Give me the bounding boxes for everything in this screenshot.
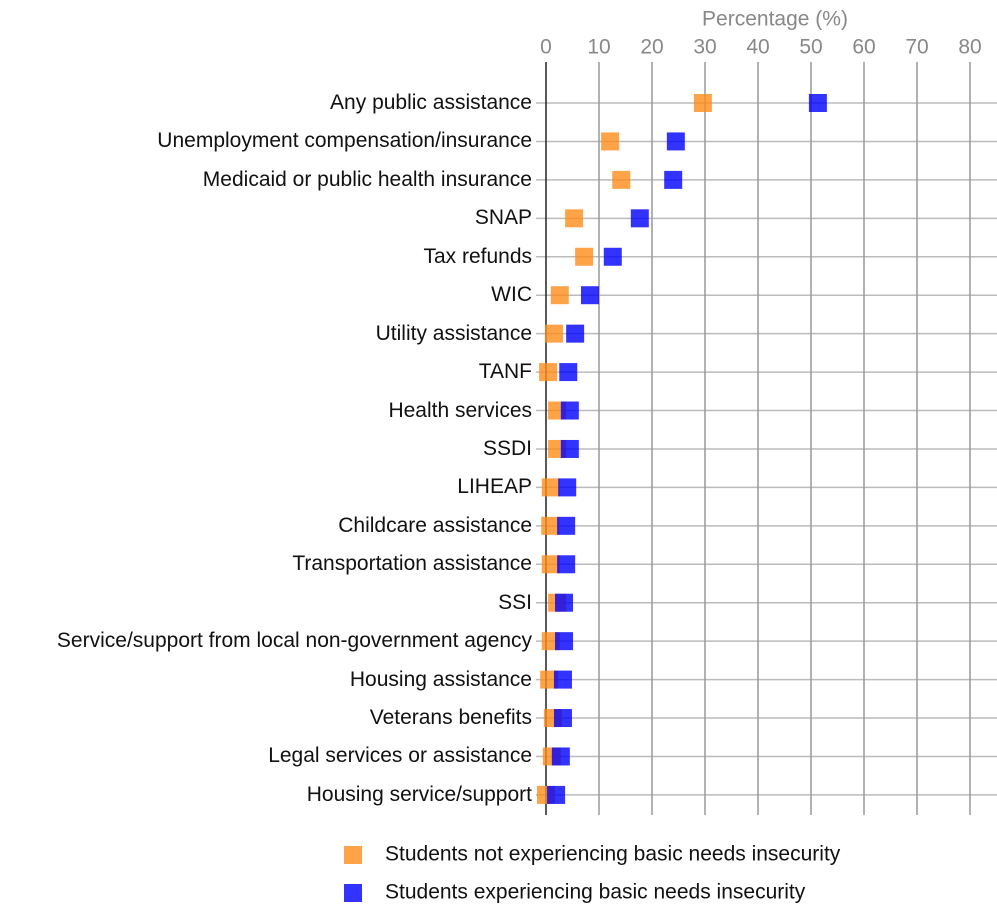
category-label-text: Transportation assistance <box>292 552 532 576</box>
dot <box>808 94 827 112</box>
category-label: SSI <box>0 584 532 622</box>
legend-label: Students experiencing basic needs insecu… <box>385 881 806 904</box>
legend-swatch <box>344 846 362 864</box>
dot <box>693 94 712 112</box>
category-label: Housing service/support <box>0 776 532 814</box>
x-tick-label: 10 <box>587 36 610 59</box>
category-label-text: WIC <box>491 283 532 307</box>
dot <box>560 439 579 458</box>
x-tick-label: 80 <box>958 36 981 59</box>
dot <box>601 132 620 151</box>
category-label-text: TANF <box>478 360 532 384</box>
dot <box>603 247 622 266</box>
category-label-text: Legal services or assistance <box>268 744 532 768</box>
category-label-text: Any public assistance <box>330 91 532 114</box>
category-label: Health services <box>0 392 532 430</box>
category-label-text: Childcare assistance <box>338 513 532 537</box>
category-label: TANF <box>0 353 532 391</box>
x-tick-label: 70 <box>905 36 928 59</box>
category-label: Service/support from local non-governmen… <box>0 622 532 660</box>
dot <box>565 209 584 228</box>
dot <box>630 209 649 228</box>
category-label: WIC <box>0 276 532 314</box>
dot <box>550 286 569 305</box>
dot <box>560 401 579 420</box>
category-label-text: Health services <box>388 398 532 422</box>
category-label: Unemployment compensation/insurance <box>0 122 532 160</box>
category-label-text: Veterans benefits <box>369 706 532 730</box>
legend-swatch <box>344 884 362 902</box>
dot <box>557 516 576 535</box>
dot <box>557 555 576 574</box>
category-label-text: Unemployment compensation/insurance <box>157 129 532 153</box>
x-tick-label: 50 <box>799 36 822 59</box>
category-label-text: Housing service/support <box>306 782 532 806</box>
category-label: SSDI <box>0 430 532 468</box>
category-label-text: LIHEAP <box>457 475 532 499</box>
category-label: LIHEAP <box>0 468 532 506</box>
category-label-text: Service/support from local non-governmen… <box>56 629 532 653</box>
dot <box>559 363 578 382</box>
dot <box>547 785 566 804</box>
category-label-text: Housing assistance <box>349 667 532 691</box>
category-label: Childcare assistance <box>0 507 532 545</box>
dot <box>544 324 563 343</box>
dot <box>541 478 560 497</box>
dot <box>666 132 685 151</box>
dot <box>612 170 631 189</box>
category-label: Legal services or assistance <box>0 737 532 775</box>
dot <box>555 632 574 651</box>
x-tick-label: 30 <box>693 36 716 59</box>
x-tick-label: 40 <box>746 36 769 59</box>
dot <box>541 516 560 535</box>
category-label: Housing assistance <box>0 661 532 699</box>
legend-label: Students not experiencing basic needs in… <box>385 843 841 866</box>
dot <box>575 247 594 266</box>
category-label: Tax refunds <box>0 238 532 276</box>
dot <box>553 709 572 728</box>
dot <box>566 324 585 343</box>
category-label-text: Tax refunds <box>423 244 532 268</box>
axis-title: Percentage (%) <box>702 8 848 31</box>
category-label: SNAP <box>0 199 532 237</box>
dot <box>541 555 560 574</box>
category-label-text: SNAP <box>474 206 532 230</box>
category-label: Any public assistance <box>0 84 532 122</box>
category-label: Medicaid or public health insurance <box>0 161 532 199</box>
x-tick-label: 60 <box>852 36 875 59</box>
dot <box>539 363 558 382</box>
dot <box>580 286 599 305</box>
category-label: Utility assistance <box>0 315 532 353</box>
category-label: Transportation assistance <box>0 545 532 583</box>
category-label-text: SSDI <box>482 436 532 460</box>
dot <box>558 478 577 497</box>
dot <box>553 670 572 689</box>
category-label-text: Medicaid or public health insurance <box>202 167 532 191</box>
dot <box>664 170 683 189</box>
category-label-text: Utility assistance <box>375 321 532 345</box>
dot <box>551 747 570 766</box>
dot <box>555 593 574 612</box>
dot <box>540 670 559 689</box>
x-tick-label: 20 <box>640 36 663 59</box>
category-label: Veterans benefits <box>0 699 532 737</box>
category-label-text: SSI <box>498 590 532 614</box>
x-tick-label: 0 <box>540 36 552 59</box>
